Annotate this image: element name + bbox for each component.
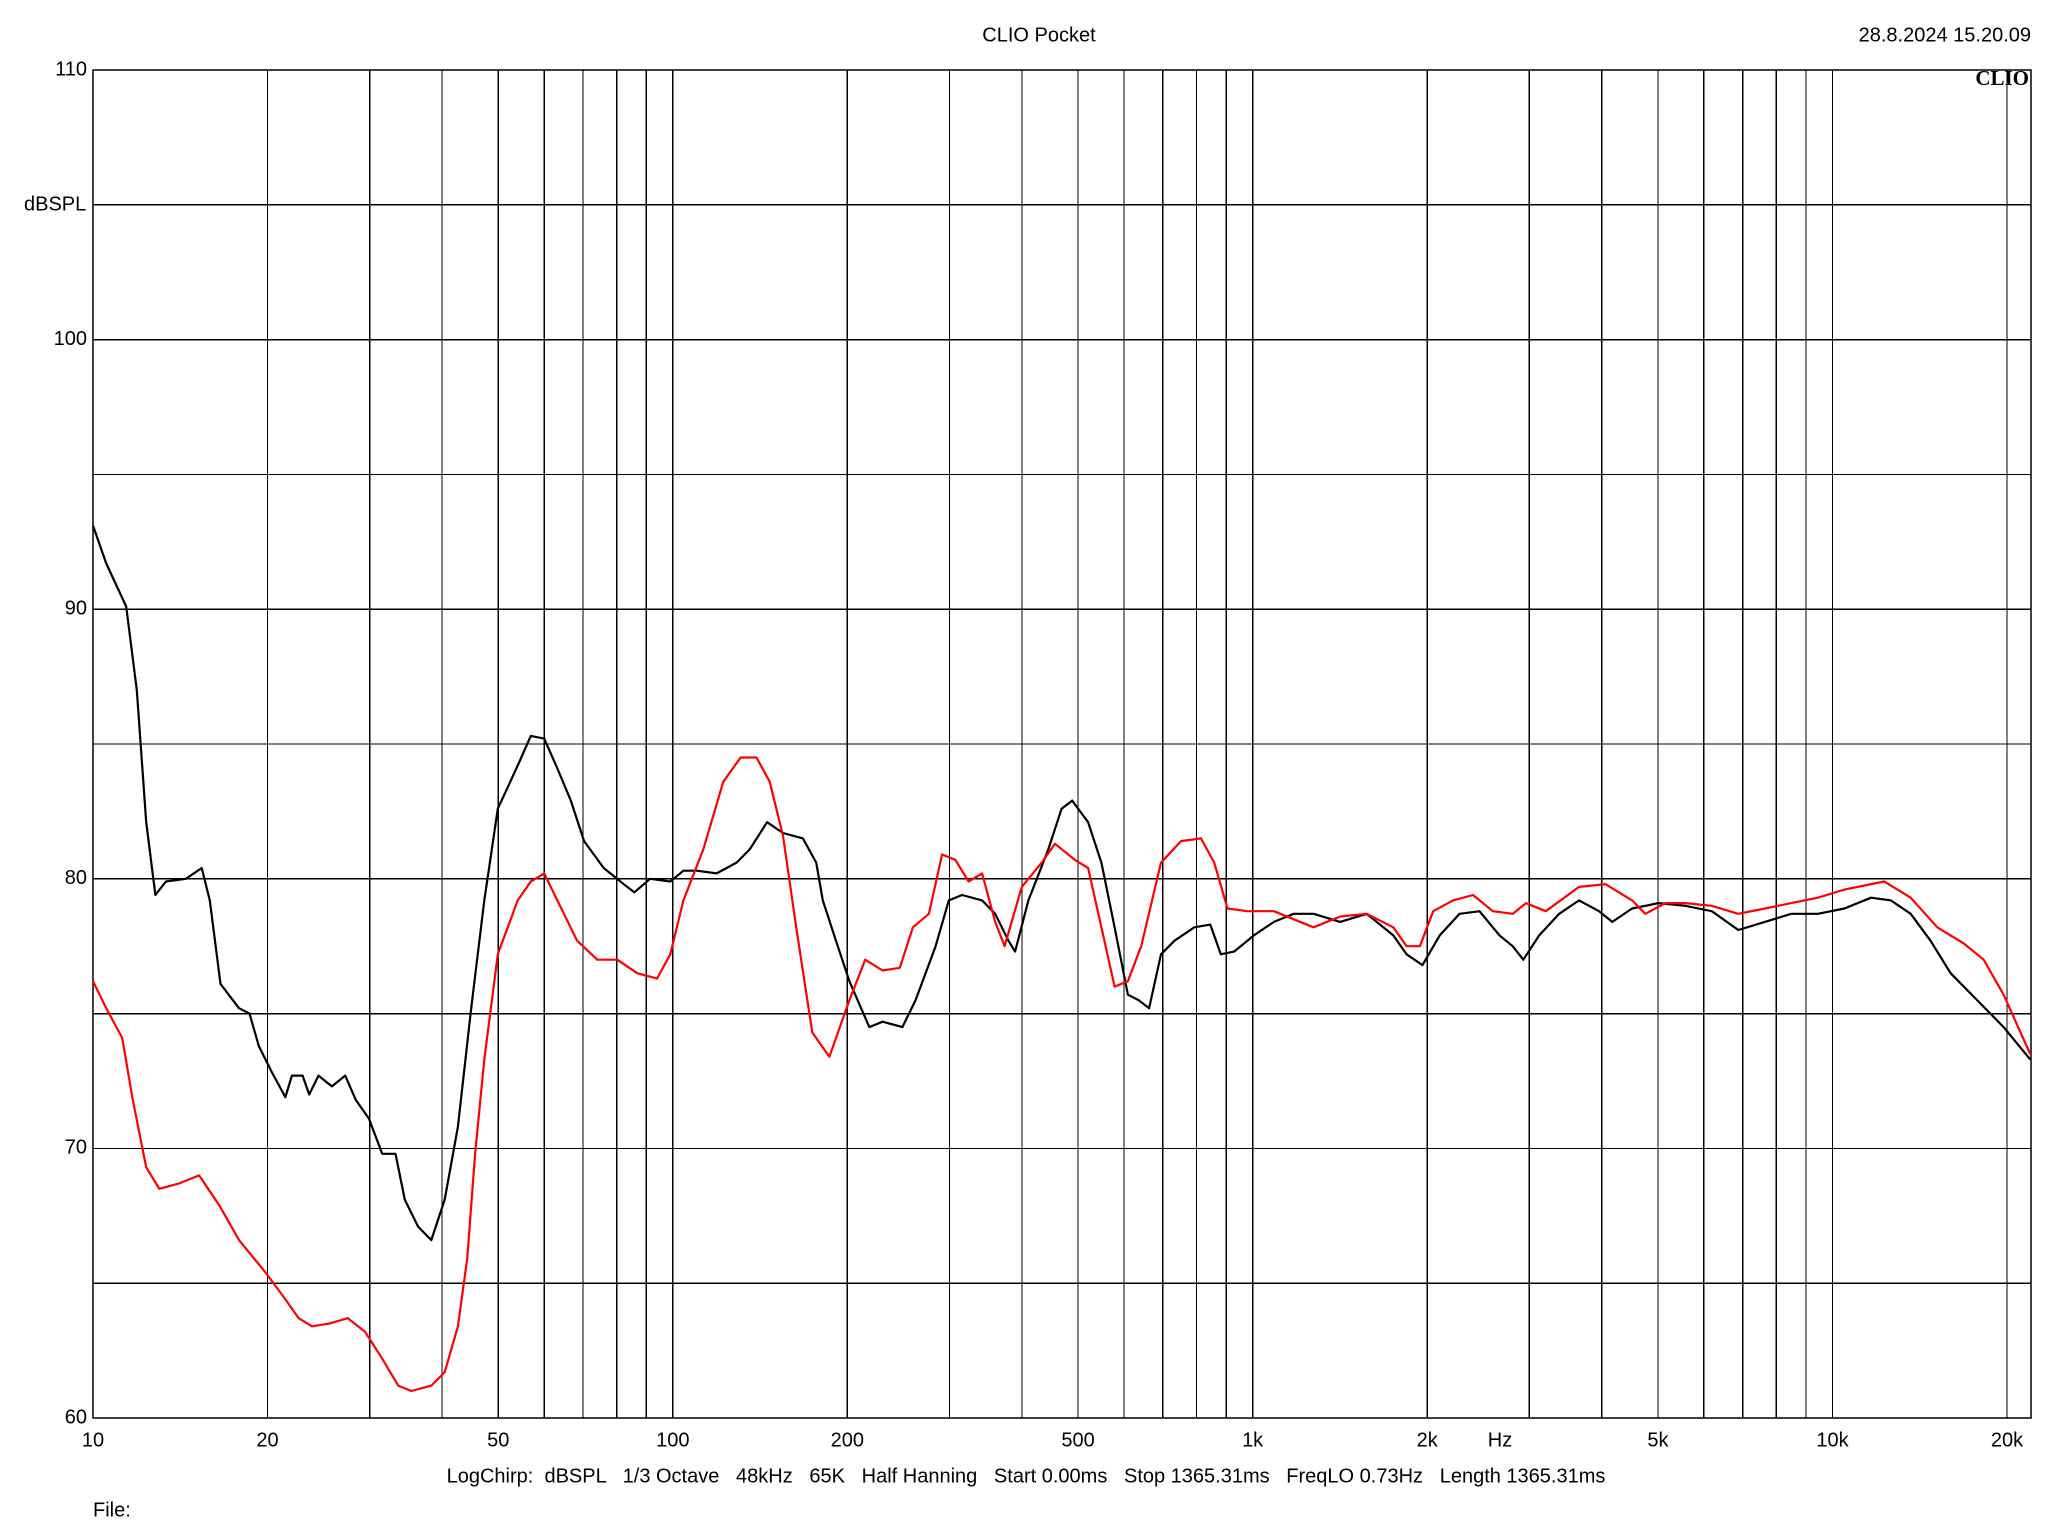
x-tick-label: 5k [1647, 1429, 1669, 1451]
y-tick-label: 100 [54, 328, 87, 350]
response-curve [92, 756, 2032, 1393]
x-tick-label: 500 [1061, 1429, 1094, 1451]
chart-title: CLIO Pocket [982, 24, 1096, 46]
x-tick-label: 10k [1816, 1429, 1849, 1451]
y-tick-label: 110 [55, 58, 87, 80]
y-tick-label: 80 [65, 867, 87, 889]
x-tick-label: 200 [831, 1429, 864, 1451]
response-curve [91, 525, 2032, 1242]
x-tick-label: 100 [656, 1429, 689, 1451]
timestamp: 28.8.2024 15.20.09 [1859, 24, 2031, 46]
x-tick-label: 20k [1991, 1429, 2024, 1451]
y-tick-label: 60 [65, 1406, 87, 1428]
y-tick-label: 90 [65, 597, 87, 619]
x-tick-label: 2k [1417, 1429, 1439, 1451]
x-tick-label: 1k [1242, 1429, 1264, 1451]
x-tick-label: 10 [82, 1429, 104, 1451]
plot-frame [92, 69, 2032, 1419]
x-tick-label: 20 [256, 1429, 278, 1451]
x-axis-label: Hz [1488, 1429, 1512, 1451]
y-tick-label: 70 [65, 1137, 87, 1159]
file-label: File: [93, 1499, 131, 1521]
y-axis-label: dBSPL [24, 193, 86, 215]
x-tick-label: 50 [487, 1429, 509, 1451]
footer: LogChirp: dBSPL 1/3 Octave 48kHz 65K Hal… [447, 1465, 1606, 1487]
